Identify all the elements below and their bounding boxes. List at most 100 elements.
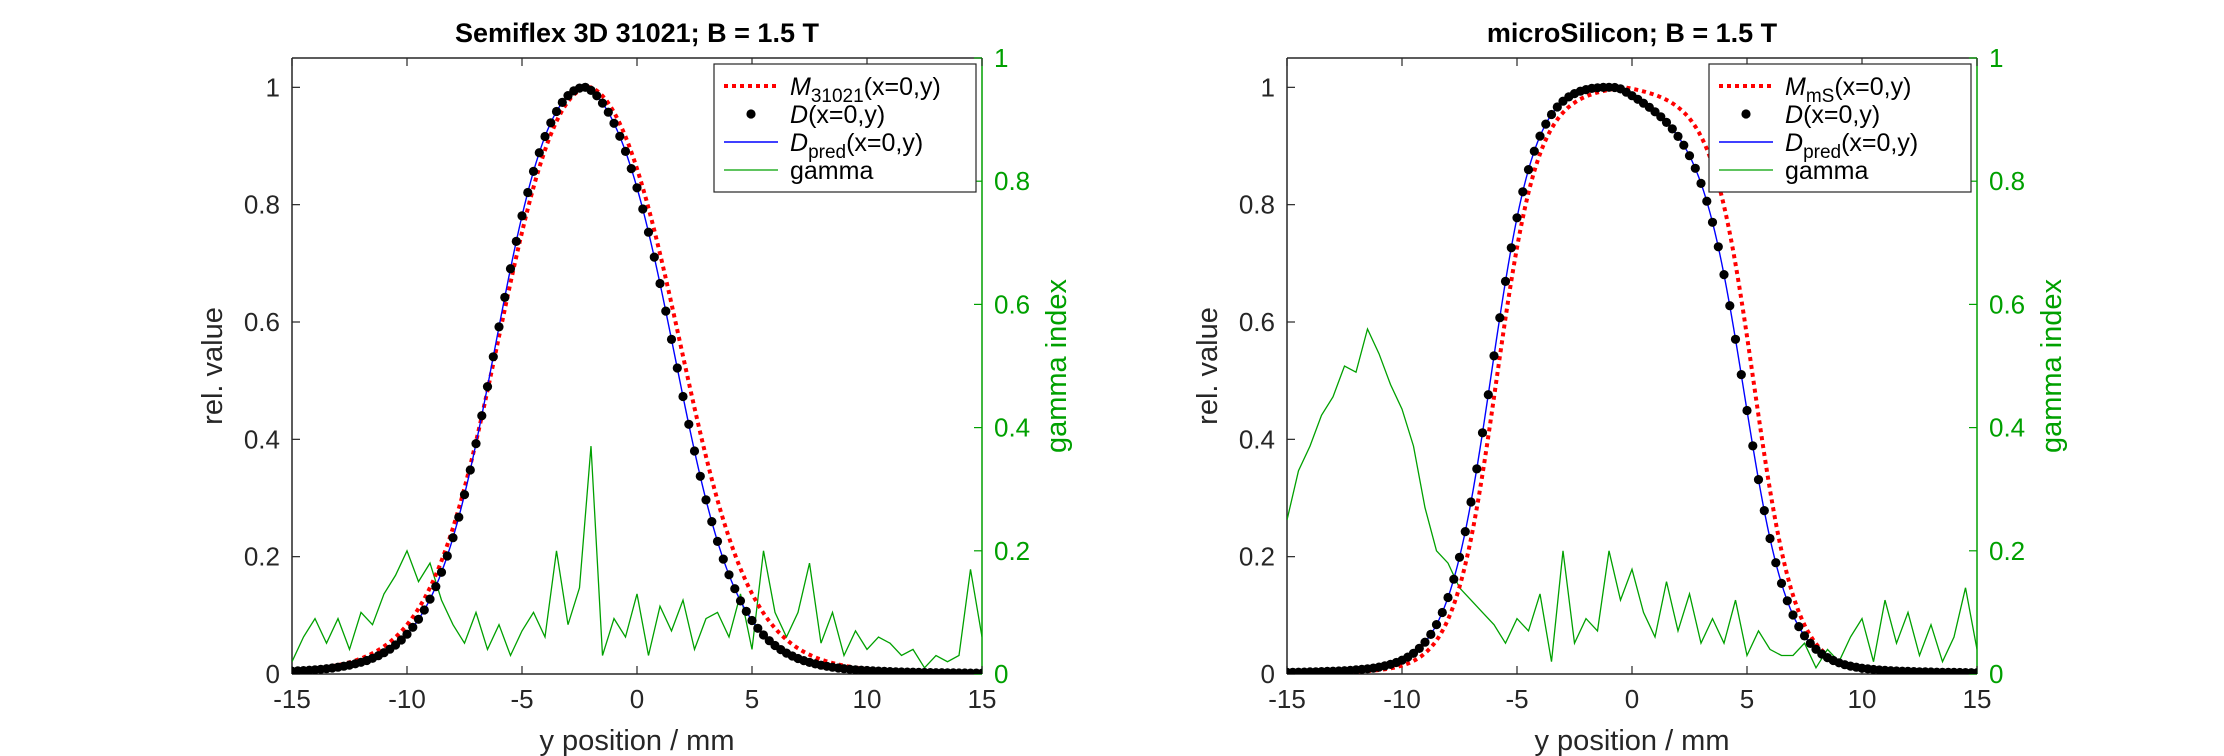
dose-point [661, 306, 671, 316]
dose-point [655, 278, 665, 289]
dose-point [747, 615, 757, 626]
x-axis-label: y position / mm [540, 725, 735, 756]
gamma-line [1287, 327, 1977, 670]
dose-point [753, 623, 763, 633]
legend-swatch-dose [1741, 109, 1751, 119]
dose-point [626, 164, 636, 174]
y2-axis-label: gamma index [2036, 278, 2068, 453]
legend-label-dose: D(x=0,y) [1785, 101, 1880, 129]
dose-point [632, 183, 642, 193]
dose-point [718, 554, 728, 564]
x-tick-label: 10 [853, 684, 882, 714]
legend-args: (x=0,y) [1803, 101, 1880, 129]
dose-point [603, 107, 613, 117]
dose-point [592, 91, 602, 101]
dose-point [459, 490, 470, 500]
dose-point [1748, 441, 1758, 451]
legend-label-gamma: gamma [790, 157, 873, 185]
legend-label-measurement: MmS(x=0,y) [1785, 73, 1911, 107]
dose-point [701, 495, 711, 505]
y-tick-label: 0.4 [244, 424, 280, 454]
legend-main: gamma [790, 157, 873, 185]
dose-point [1500, 276, 1511, 286]
legend-label-gamma: gamma [1785, 157, 1868, 185]
legend-args: (x=0,y) [846, 129, 923, 157]
y-tick-label: 0.4 [1239, 424, 1275, 454]
dose-point [471, 439, 481, 449]
y2-tick-label: 0 [1989, 659, 2003, 689]
y-tick-label: 0.2 [1239, 542, 1275, 572]
legend: M31021(x=0,y)D(x=0,y)Dpred(x=0,y)gamma [713, 63, 977, 193]
dose-point [1512, 213, 1522, 223]
legend-main: gamma [1785, 157, 1868, 185]
dose-point [1707, 217, 1718, 227]
y2-tick-label: 0.8 [994, 166, 1030, 196]
x-tick-label: -5 [510, 684, 533, 714]
legend-args: (x=0,y) [864, 73, 941, 101]
dose-point [1529, 146, 1539, 156]
measurement-line [1287, 85, 1977, 674]
y-tick-label: 0.8 [244, 190, 280, 220]
dose-point [1972, 668, 1977, 674]
dose-point [1541, 119, 1551, 129]
dose-point [1518, 187, 1528, 197]
legend-main: D [1785, 129, 1803, 157]
dose-point [1454, 552, 1465, 562]
y2-tick-label: 0.6 [1989, 289, 2025, 319]
legend-label-prediction: Dpred(x=0,y) [1785, 129, 1918, 163]
dose-point [1673, 131, 1683, 141]
dose-point [408, 622, 418, 632]
dose-point [1719, 270, 1729, 280]
dose-point [1420, 637, 1430, 647]
dose-point [1443, 592, 1453, 603]
y2-tick-label: 0.8 [1989, 166, 2025, 196]
dose-point [615, 131, 625, 141]
dose-point [1472, 464, 1482, 474]
dose-point [1466, 497, 1476, 507]
dose-point [707, 517, 717, 527]
dose-point [1483, 390, 1493, 400]
dose-point [465, 465, 475, 475]
y2-tick-label: 0.2 [1989, 536, 2025, 566]
dose-point [1535, 131, 1545, 141]
legend-label-dose: D(x=0,y) [790, 101, 885, 129]
dose-point [1679, 140, 1689, 150]
dose-point [523, 187, 533, 198]
legend-sub: mS [1806, 86, 1835, 107]
legend-args: (x=0,y) [1841, 129, 1918, 157]
dose-point [436, 567, 447, 577]
dose-point [454, 512, 464, 522]
legend-main: M [790, 73, 811, 101]
dose-point [448, 533, 458, 543]
y-tick-label: 1 [266, 72, 280, 102]
dose-point [402, 629, 412, 639]
dose-point [1799, 631, 1810, 641]
dose-point [724, 570, 734, 580]
dose-point [557, 97, 567, 107]
y2-tick-label: 1 [1989, 43, 2003, 73]
dose-point [1495, 313, 1505, 323]
dose-point [540, 131, 550, 142]
dose-point [431, 582, 441, 592]
legend-sub: pred [808, 142, 846, 163]
y-tick-label: 0 [1261, 659, 1275, 689]
dose-point [1431, 620, 1442, 630]
dose-point [1449, 574, 1459, 584]
dose-point [488, 352, 498, 362]
y-tick-label: 0.6 [1239, 307, 1275, 337]
dose-point [1759, 506, 1769, 516]
x-tick-label: -10 [1383, 684, 1421, 714]
dose-point [1661, 117, 1672, 127]
dose-point [712, 536, 723, 547]
dose-point [649, 252, 659, 262]
x-tick-label: 0 [1625, 684, 1639, 714]
dose-point [511, 236, 521, 246]
dose-point [419, 605, 429, 615]
dose-point [1552, 102, 1562, 112]
dose-point [643, 227, 654, 237]
dose-point [1771, 558, 1781, 568]
dose-point [505, 264, 516, 274]
dose-point [534, 148, 544, 158]
dose-point [1667, 124, 1677, 134]
x-tick-label: 5 [1740, 684, 1754, 714]
